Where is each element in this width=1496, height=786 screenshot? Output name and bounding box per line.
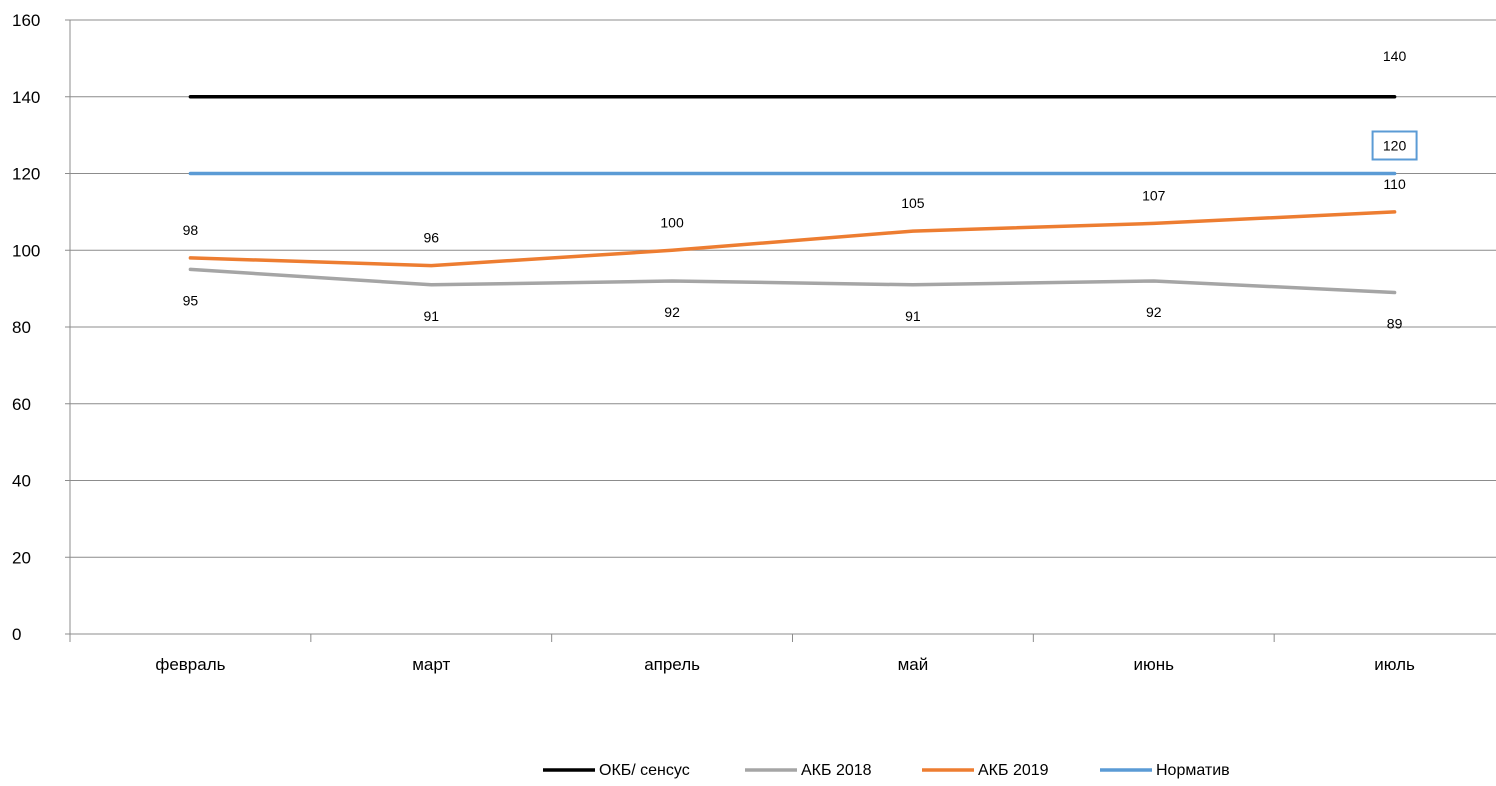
y-tick-label: 0	[12, 625, 21, 644]
data-label: 92	[1146, 304, 1162, 320]
legend-label: ОКБ/ сенсус	[599, 762, 690, 779]
data-label: 120	[1383, 138, 1407, 154]
y-tick-label: 140	[12, 88, 40, 107]
data-label: 105	[901, 195, 925, 211]
x-category-label: июль	[1374, 655, 1415, 674]
x-category-label: июнь	[1134, 655, 1175, 674]
x-category-label: апрель	[644, 655, 700, 674]
data-label: 91	[423, 308, 439, 324]
legend-label: Норматив	[1156, 762, 1230, 779]
y-tick-label: 20	[12, 548, 31, 567]
x-category-label: март	[412, 655, 450, 674]
data-labels: 140 95 91 92 91 92 89 98 96 100 105 107 110 120	[183, 48, 1418, 331]
y-tick-label: 80	[12, 318, 31, 337]
data-label: 110	[1383, 176, 1406, 192]
legend-label: АКБ 2019	[978, 762, 1049, 779]
y-tick-label: 100	[12, 241, 40, 260]
y-tick-label: 40	[12, 472, 31, 491]
legend-label: АКБ 2018	[801, 762, 872, 779]
data-label: 92	[664, 304, 680, 320]
data-label: 96	[423, 230, 439, 246]
data-label: 98	[183, 222, 199, 238]
data-label-box	[1371, 130, 1418, 161]
data-label: 95	[183, 292, 199, 308]
axes: 0 20 40 60 80 100 120 140 160 февраль март апрель ма…	[12, 11, 1496, 674]
data-label: 140	[1383, 48, 1407, 64]
x-category-label: май	[898, 655, 929, 674]
data-label: 100	[660, 214, 684, 230]
series-line-2	[188, 210, 1397, 268]
x-category-label: февраль	[155, 655, 225, 674]
data-label: 89	[1387, 315, 1403, 331]
data-label: 107	[1142, 187, 1166, 203]
y-tick-label: 160	[12, 11, 40, 30]
series-lines	[188, 95, 1397, 295]
data-label: 91	[905, 308, 921, 324]
y-tick-label: 60	[12, 395, 31, 414]
legend: ОКБ/ сенсус АКБ 2018 АКБ 2019 Норматив	[543, 762, 1230, 779]
series-line-1	[188, 267, 1397, 295]
y-tick-label: 120	[12, 165, 40, 184]
